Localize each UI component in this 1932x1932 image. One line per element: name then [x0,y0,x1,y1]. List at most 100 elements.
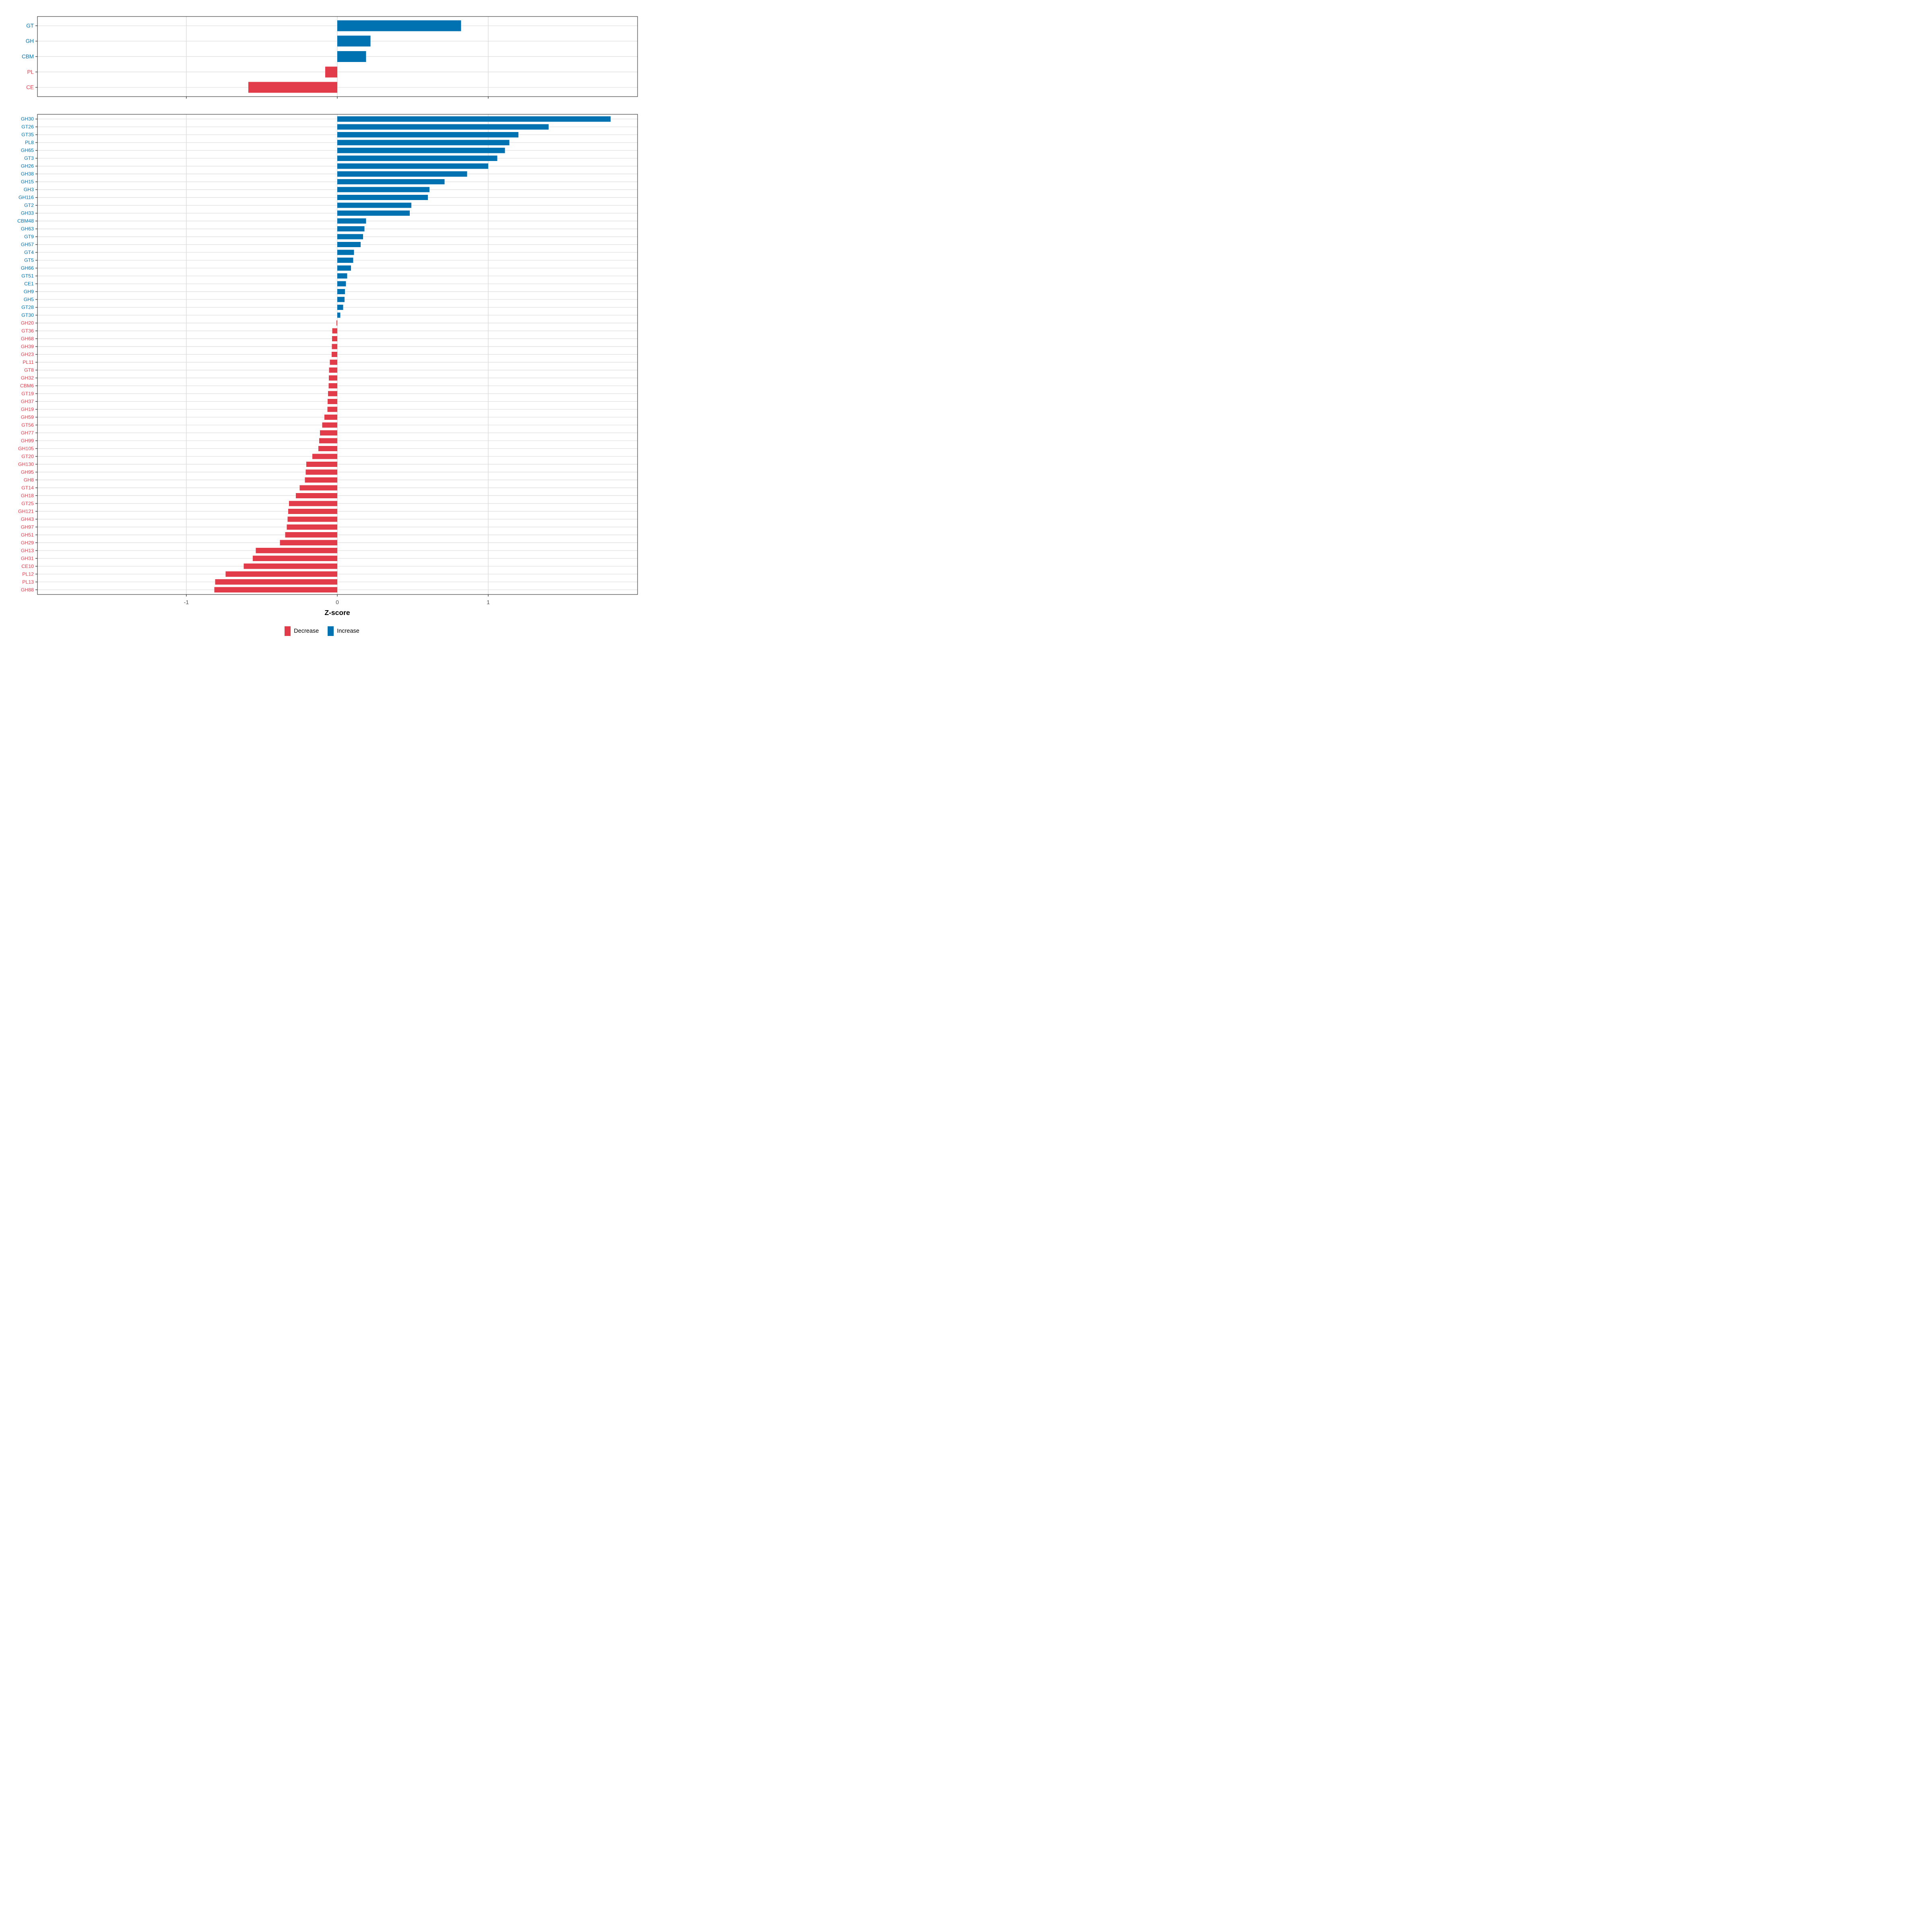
bar-GH116 [337,195,428,200]
bar-GH99 [319,438,337,444]
category-label-GH9: GH9 [24,289,34,295]
category-label-GH18: GH18 [21,493,34,498]
legend-item-increase: Increase [328,626,359,636]
category-label-GH43: GH43 [21,516,34,522]
category-label-GT5: GT5 [24,258,34,263]
category-label-CE10: CE10 [21,564,34,569]
category-label-GH97: GH97 [21,524,34,530]
category-label-CE: CE [26,85,34,91]
category-label-GH68: GH68 [21,336,34,342]
category-label-GT30: GT30 [21,312,34,318]
category-label-GH33: GH33 [21,211,34,216]
category-label-GH15: GH15 [21,179,34,185]
bar-GH [337,35,371,47]
category-label-PL8: PL8 [25,140,34,145]
bar-GH38 [337,171,467,177]
bar-GT28 [337,304,343,310]
category-label-GH51: GH51 [21,532,34,538]
category-label-GH19: GH19 [21,407,34,412]
category-label-GH59: GH59 [21,414,34,420]
category-label-GT4: GT4 [24,250,34,255]
bar-GT8 [329,367,337,373]
bar-GH57 [337,242,361,248]
category-label-GT28: GT28 [21,305,34,310]
bar-GT5 [337,257,353,263]
bar-GH26 [337,163,488,169]
category-label-GT56: GT56 [21,422,34,428]
bar-GT2 [337,202,411,208]
bar-GT25 [289,501,337,506]
bar-GH121 [288,508,337,514]
bar-CE10 [244,564,337,569]
category-label-GT3: GT3 [24,155,34,161]
category-label-GH3: GH3 [24,187,34,192]
bar-GH63 [337,226,365,232]
category-label-GH66: GH66 [21,265,34,271]
bar-GT26 [337,124,549,130]
bar-GT3 [337,155,497,161]
bar-GT14 [299,485,337,491]
bar-GH88 [214,587,337,592]
category-label-GT36: GT36 [21,328,34,334]
bar-GT35 [337,132,518,138]
bar-GT51 [337,273,347,279]
x-tick-label-1: 1 [487,599,490,605]
bar-GH23 [331,351,337,357]
bar-GH5 [337,297,345,302]
bar-CBM6 [328,383,337,389]
category-label-GH105: GH105 [18,446,34,451]
category-label-GH26: GH26 [21,163,34,169]
category-label-GH57: GH57 [21,242,34,248]
bar-GH29 [280,540,337,545]
category-label-GH: GH [26,38,34,44]
panel-cazyme-families: GH30 GT26 GT35 PL8 GH65 GT3 GH26 GH38 GH15 GH3 GH1… [17,114,638,597]
bar-PL11 [330,359,337,365]
category-label-PL11: PL11 [23,359,34,365]
category-label-GH31: GH31 [21,555,34,561]
bar-GH51 [285,532,337,538]
legend-swatch-increase [328,626,334,636]
legend-label-decrease: Decrease [294,628,319,634]
category-label-GT8: GT8 [24,367,34,373]
category-label-GH121: GH121 [18,508,34,514]
legend-swatch-decrease [285,626,291,636]
bar-GT [337,20,461,31]
bar-GT20 [312,454,337,459]
bar-GH59 [324,414,337,420]
bar-GT30 [337,312,341,318]
category-label-GT2: GT2 [24,202,34,208]
x-tick-label-0: 0 [336,599,339,605]
bar-GH13 [256,548,337,553]
category-label-GH8: GH8 [24,477,34,483]
bar-PL13 [215,579,337,585]
category-label-GT9: GT9 [24,234,34,239]
bar-GH66 [337,265,351,271]
category-label-GH37: GH37 [21,398,34,404]
bar-GT56 [322,422,337,428]
bar-CE [248,82,337,93]
category-label-GH23: GH23 [21,352,34,357]
category-label-GT19: GT19 [21,391,34,396]
bar-GH97 [287,524,337,530]
legend: Decrease Increase [0,626,644,636]
legend-label-increase: Increase [337,628,359,634]
category-label-GT14: GT14 [21,485,34,491]
bar-GH39 [332,344,337,349]
bar-GH68 [332,336,337,342]
bar-CBM48 [337,218,366,224]
bar-GH105 [318,446,337,452]
bar-GH15 [337,179,445,185]
category-label-GH5: GH5 [24,297,34,302]
category-label-GH13: GH13 [21,548,34,553]
category-label-CBM: CBM [22,54,34,60]
category-label-GH77: GH77 [21,430,34,436]
bar-PL [325,66,337,78]
category-label-PL: PL [27,69,34,75]
category-label-GH116: GH116 [19,195,34,200]
category-label-PL12: PL12 [22,571,34,577]
category-label-GH130: GH130 [18,461,34,467]
bar-GT19 [328,391,337,396]
bar-PL12 [225,571,337,577]
category-label-GH95: GH95 [21,469,34,475]
category-label-CBM48: CBM48 [17,218,34,224]
